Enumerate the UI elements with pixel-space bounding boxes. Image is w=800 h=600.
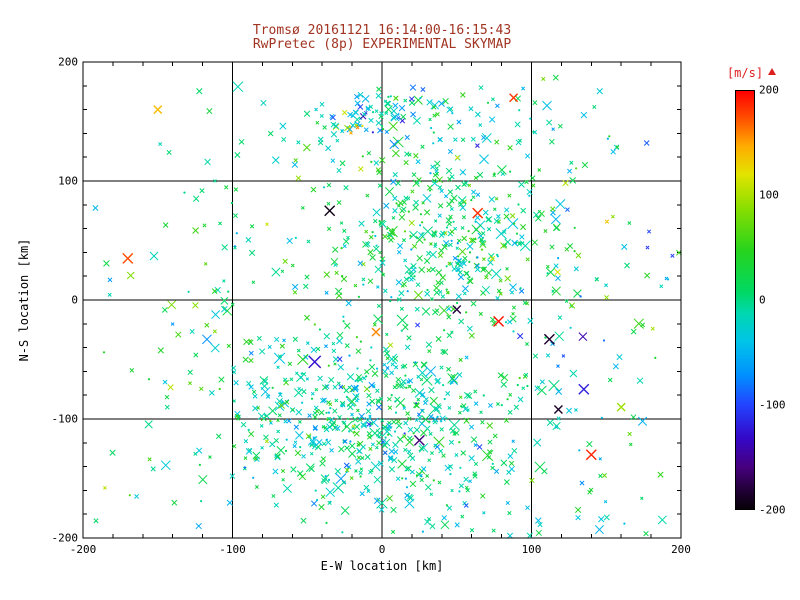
x-tick-label: 200 [671,543,691,556]
y-tick-label: 100 [58,174,78,188]
y-axis-label: N-S location [km] [17,238,31,362]
colorbar-tick-label: 100 [759,188,779,202]
colorbar-tick-label: -200 [759,503,786,517]
colorbar-tick-label: 200 [759,83,779,97]
y-tick-label: 200 [58,55,78,69]
colorbar-tick-label: -100 [759,398,786,412]
x-tick-label: -200 [69,543,97,556]
plot-subtitle: RwPretec (8p) EXPERIMENTAL SKYMAP [252,37,512,52]
colorbar [735,90,755,510]
x-axis-label: E-W location [km] [320,559,444,573]
x-tick-label: -100 [219,543,246,556]
plot-title: Tromsø 20161121 16:14:00-16:15:43 [252,23,512,38]
y-tick-label: -200 [51,531,79,545]
red-arrow-icon [768,68,776,75]
x-tick-label: 100 [521,543,542,556]
x-tick-label: 0 [378,543,386,556]
y-tick-label: 0 [71,293,78,307]
y-tick-label: -100 [51,412,79,426]
colorbar-unit-label: [m/s] [726,66,764,80]
colorbar-tick-label: 0 [759,293,766,307]
